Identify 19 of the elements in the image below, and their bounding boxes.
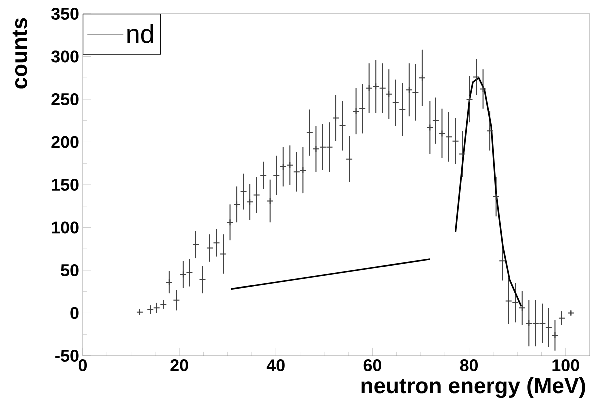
legend-label: nd — [128, 24, 154, 44]
x-tick-label: 20 — [170, 360, 188, 372]
y-tick-label: 50 — [61, 264, 79, 277]
y-tick-label: 350 — [52, 8, 79, 20]
x-tick-label: 0 — [78, 360, 88, 372]
y-tick-label: 150 — [52, 178, 79, 192]
y-axis-title: counts — [12, 18, 28, 89]
y-tick-label: 0 — [70, 307, 79, 320]
y-tick-label: 300 — [52, 50, 79, 63]
x-tick-label: 40 — [266, 360, 285, 372]
x-axis-title: neutron energy (MeV) — [362, 378, 586, 398]
line-series — [454, 77, 522, 308]
y-tick-label: 250 — [52, 93, 79, 106]
y-tick-label: -50 — [56, 350, 79, 362]
x-tick-label: 80 — [460, 360, 478, 372]
y-tick-label: 100 — [52, 222, 79, 234]
x-tick-label: 60 — [364, 360, 382, 372]
y-tick-label: 200 — [52, 136, 79, 148]
x-tick-label: 100 — [552, 360, 580, 372]
